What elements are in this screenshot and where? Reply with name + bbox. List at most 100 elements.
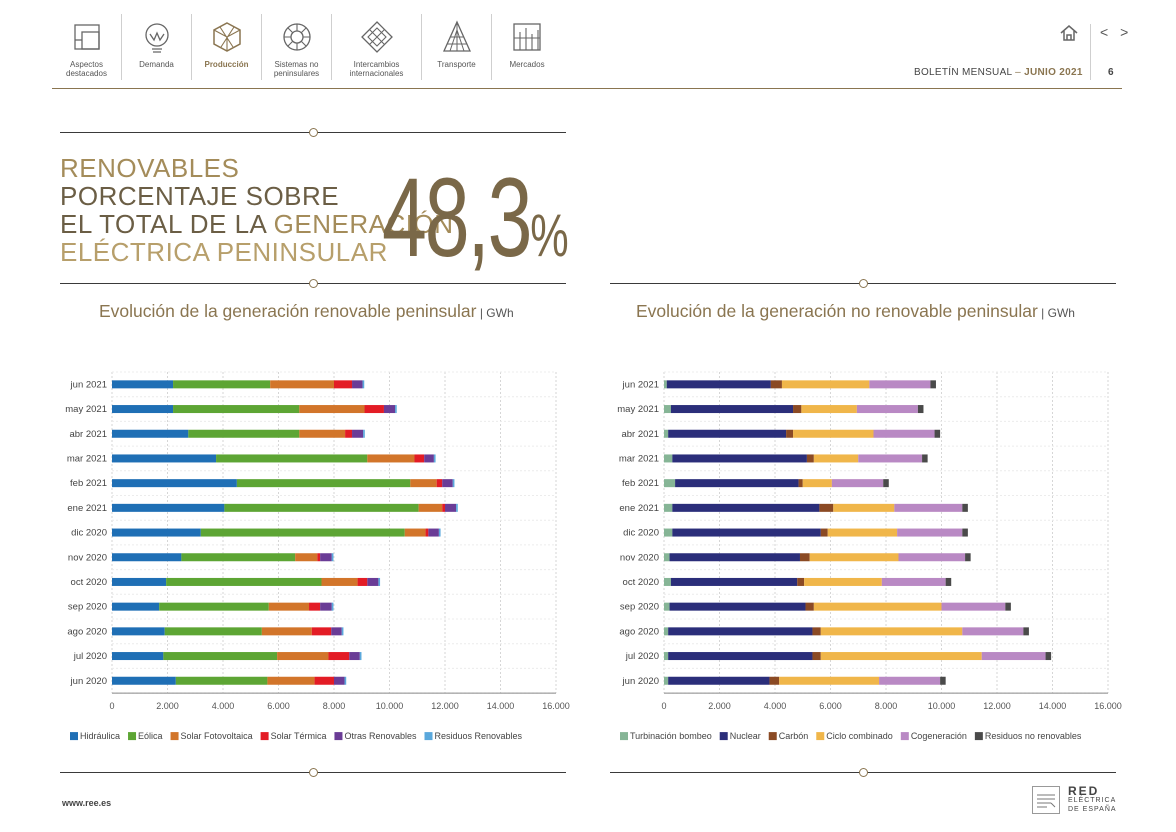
bar-segment-3 <box>779 676 880 685</box>
category-label: dic 2020 <box>71 528 107 539</box>
bar-segment-0 <box>112 454 217 463</box>
bar-segment-2 <box>806 454 814 463</box>
bar-segment-4 <box>879 676 941 685</box>
x-tick-label: 14.000 <box>487 701 515 711</box>
bar-segment-0 <box>112 479 237 488</box>
category-label: abr 2021 <box>621 429 659 440</box>
nav-label: Aspectos destacados <box>66 60 107 78</box>
bar-segment-2 <box>769 676 780 685</box>
bar-segment-5 <box>456 503 458 512</box>
legend-swatch <box>974 732 983 741</box>
bar-segment-2 <box>321 577 358 586</box>
bar-segment-2 <box>295 553 318 562</box>
nav-item-mercados[interactable]: Mercados <box>492 14 562 80</box>
bar-segment-4 <box>334 676 345 685</box>
nav-item-produccion[interactable]: Producción <box>192 14 262 80</box>
chart-unit: GWh <box>1047 306 1075 320</box>
bar-segment-5 <box>363 429 365 438</box>
bar-segment-2 <box>299 405 365 414</box>
legend-label: Ciclo combinado <box>826 731 893 741</box>
bar-segment-2 <box>799 553 810 562</box>
footer-url-link[interactable]: www.ree.es <box>62 798 112 808</box>
bar-segment-3 <box>802 479 832 488</box>
bar-segment-4 <box>352 429 364 438</box>
bar-segment-5 <box>331 602 334 611</box>
bar-segment-0 <box>664 479 676 488</box>
bar-segment-3 <box>317 553 321 562</box>
legend-swatch <box>900 732 909 741</box>
x-tick-label: 14.000 <box>1039 701 1067 711</box>
bar-segment-4 <box>424 454 434 463</box>
chart-title-text: Evolución de la generación no renovable … <box>636 301 1038 321</box>
nav-item-demanda[interactable]: Demanda <box>122 14 192 80</box>
highlight-text: RENOVABLES PORCENTAJE SOBRE EL TOTAL DE … <box>60 154 453 266</box>
bar-segment-4 <box>873 429 935 438</box>
nav-item-sistemas[interactable]: Sistemas no peninsulares <box>262 14 332 80</box>
bar-segment-4 <box>869 380 931 389</box>
bar-segment-0 <box>664 454 673 463</box>
bar-segment-5 <box>395 405 397 414</box>
bar-segment-2 <box>270 380 334 389</box>
bar-segment-4 <box>428 528 439 537</box>
bar-segment-2 <box>812 627 821 636</box>
x-tick-label: 4.000 <box>212 701 235 711</box>
category-label: feb 2021 <box>622 478 659 489</box>
nav-label: Demanda <box>139 60 174 69</box>
bar-segment-0 <box>664 627 669 636</box>
nav-label: Intercambios internacionales <box>349 60 404 78</box>
bulletin-title: BOLETÍN MENSUAL <box>914 67 1013 78</box>
chart-unit: GWh <box>486 306 514 320</box>
highlight-bottom-dot <box>309 279 318 288</box>
nav-item-intercambios[interactable]: Intercambios internacionales <box>332 14 422 80</box>
bar-segment-1 <box>670 577 798 586</box>
bar-segment-3 <box>414 454 425 463</box>
bar-segment-5 <box>940 676 946 685</box>
aspects-icon <box>73 24 100 50</box>
category-label: nov 2020 <box>68 552 107 563</box>
bar-segment-5 <box>962 503 968 512</box>
bar-segment-5 <box>934 429 941 438</box>
home-button[interactable] <box>1058 22 1080 49</box>
page-nav-arrows[interactable]: < > <box>1100 24 1133 40</box>
bar-segment-1 <box>188 429 300 438</box>
bar-segment-4 <box>320 553 332 562</box>
bar-segment-4 <box>442 479 453 488</box>
bar-segment-1 <box>670 405 794 414</box>
bar-segment-1 <box>181 553 296 562</box>
transport-tower-icon <box>442 20 471 52</box>
nav-item-transporte[interactable]: Transporte <box>422 14 492 80</box>
bar-segment-4 <box>897 528 963 537</box>
nav-label: Transporte <box>437 60 476 69</box>
bar-segment-0 <box>664 429 669 438</box>
bar-segment-3 <box>813 602 942 611</box>
category-label: abr 2021 <box>69 429 107 440</box>
ree-logo: RED ELÉCTRICA DE ESPAÑA <box>1032 785 1117 814</box>
bar-segment-0 <box>664 602 670 611</box>
bar-segment-2 <box>299 429 346 438</box>
bar-segment-5 <box>962 528 968 537</box>
exchange-diamond-icon <box>360 21 393 53</box>
bar-segment-1 <box>173 405 300 414</box>
bar-segment-0 <box>112 429 189 438</box>
legend-label: Nuclear <box>730 731 761 741</box>
bar-segment-5 <box>362 380 365 389</box>
nav-item-aspectos[interactable]: Aspectos destacados <box>52 14 122 80</box>
left-bottom-dot <box>309 768 318 777</box>
header-divider <box>1090 24 1091 80</box>
category-label: sep 2020 <box>620 602 659 613</box>
nav-label: Sistemas no peninsulares <box>273 60 320 78</box>
bar-segment-1 <box>163 652 278 661</box>
bar-segment-0 <box>664 380 667 389</box>
category-label: jun 2021 <box>70 379 107 390</box>
bar-segment-5 <box>359 652 362 661</box>
category-label: may 2021 <box>65 404 107 415</box>
highlight-line-3a: EL TOTAL DE LA <box>60 209 274 239</box>
markets-grid-icon <box>513 23 541 51</box>
legend-swatch <box>816 732 825 741</box>
bar-segment-1 <box>666 380 771 389</box>
bar-segment-5 <box>965 553 971 562</box>
bar-segment-0 <box>112 553 182 562</box>
ree-logo-mark <box>1032 786 1060 814</box>
bar-segment-0 <box>112 380 174 389</box>
bar-segment-2 <box>404 528 426 537</box>
